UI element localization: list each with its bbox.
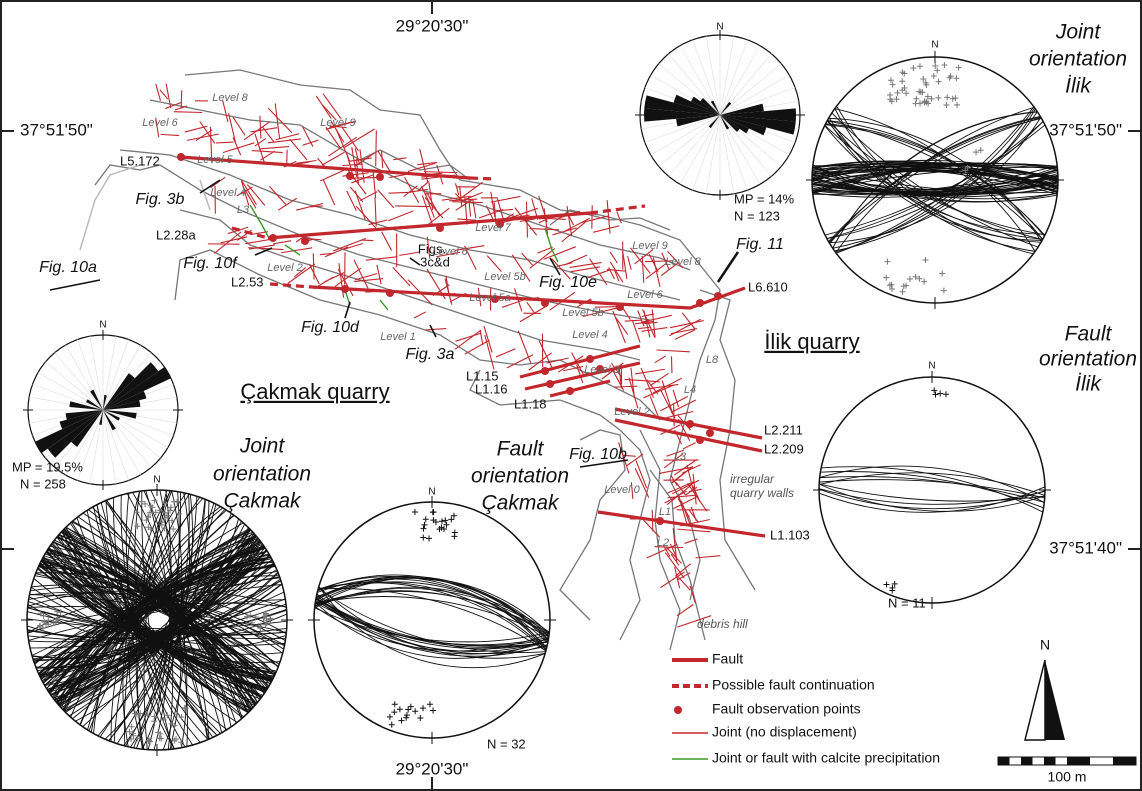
label: Fig. 10b [569, 446, 627, 463]
label: irregular [730, 472, 775, 486]
label: MP = 19.5% [12, 459, 83, 474]
label: debris hill [697, 617, 748, 631]
label: Level 7 [475, 222, 511, 234]
label: L5.172 [120, 153, 160, 168]
coordinate-label: 37°51'50" [20, 120, 93, 139]
label: Joint [1055, 21, 1102, 44]
label: L2.211 [764, 422, 803, 437]
figure: 29°20'30" 29°20'30" 37°51'50" 37°51'50" 37°5… [0, 0, 1142, 791]
label: Level 2 [614, 406, 649, 418]
label: Level 0 [604, 484, 640, 496]
label: L1 [659, 506, 671, 518]
label: L1.16 [475, 381, 508, 396]
label: N = 123 [734, 208, 780, 223]
legend-label: Joint (no displacement) [712, 724, 857, 740]
label: Level 5b [484, 271, 526, 283]
label: Fig. 10f [183, 255, 238, 272]
legend-label: Possible fault continuation [712, 677, 875, 693]
label: Level 3 [584, 364, 620, 376]
label: Fig. 3a [406, 346, 455, 363]
label: N [428, 487, 435, 498]
label: L2.53 [231, 274, 264, 289]
label: Çakmak [481, 492, 560, 515]
label: Level 6 [432, 246, 468, 258]
label: quarry walls [730, 486, 794, 500]
label: L3 [237, 204, 250, 216]
label: Fig. 10d [301, 319, 360, 336]
coordinate-label: 29°20'30" [396, 759, 469, 778]
label: İlik [1065, 75, 1092, 98]
joint [376, 130, 377, 166]
label: Level 2 [267, 262, 302, 274]
label: Level 8 [212, 92, 248, 104]
label: Level 5b [562, 307, 604, 319]
label: L2.209 [764, 441, 804, 456]
joint [313, 253, 314, 279]
coordinate-label: 37°51'40" [1049, 538, 1122, 557]
label: Level 9 [320, 117, 355, 129]
label: N [931, 40, 938, 51]
legend-label: Fault observation points [712, 701, 861, 717]
label: L2 [657, 537, 669, 549]
label: Çakmak [223, 490, 302, 513]
north-arrow-label: N [1040, 637, 1050, 653]
label: N = 11 [888, 595, 926, 610]
label: Fig. 3b [136, 191, 185, 208]
label: orientation [213, 463, 311, 486]
label: L2.28a [156, 227, 197, 242]
label: L1.103 [770, 527, 810, 542]
label: Fig. 10e [539, 274, 597, 291]
label: Fault [497, 438, 545, 461]
label: L1.18 [514, 396, 547, 411]
legend-label: Fault [712, 651, 743, 667]
label: N [716, 22, 723, 33]
label: Çakmak quarry [240, 379, 389, 404]
coordinate-label: 29°20'30" [396, 16, 469, 35]
primitive-circle [819, 377, 1045, 603]
label: N = 258 [20, 476, 66, 491]
label: L8 [706, 354, 719, 366]
label: L3 [674, 451, 687, 463]
label: Level 6 [142, 117, 178, 129]
joint [395, 206, 430, 207]
legend-label: Joint or fault with calcite precipitatio… [712, 750, 940, 766]
scale-label: 100 m [1048, 769, 1087, 785]
label: Level 9 [632, 240, 667, 252]
label: orientation [471, 465, 569, 488]
label: Level 6 [627, 289, 663, 301]
label: orientation [1039, 348, 1137, 371]
label: Fig. 11 [736, 236, 784, 253]
joint [674, 403, 675, 426]
label: Level 5a [469, 292, 511, 304]
label: N [928, 361, 935, 372]
coordinate-label: 37°51'50" [1049, 120, 1122, 139]
label: orientation [1029, 48, 1127, 71]
label: Level 4 [210, 187, 245, 199]
label: Level 8 [665, 256, 701, 268]
label: Joint [239, 435, 286, 458]
label: Fault [1065, 323, 1113, 346]
label: Level 5 [197, 154, 233, 166]
label: Fig. 10a [39, 259, 97, 276]
label: İlik [1075, 373, 1102, 396]
label: L4 [684, 384, 696, 396]
label: Level 1 [380, 331, 415, 343]
label: N = 32 [487, 736, 526, 751]
label: L6.610 [748, 279, 788, 294]
label: İlik quarry [764, 329, 859, 354]
label: N [99, 320, 106, 331]
label: MP = 14% [734, 191, 795, 206]
label: N [153, 475, 160, 486]
label: Level 4 [572, 329, 607, 341]
